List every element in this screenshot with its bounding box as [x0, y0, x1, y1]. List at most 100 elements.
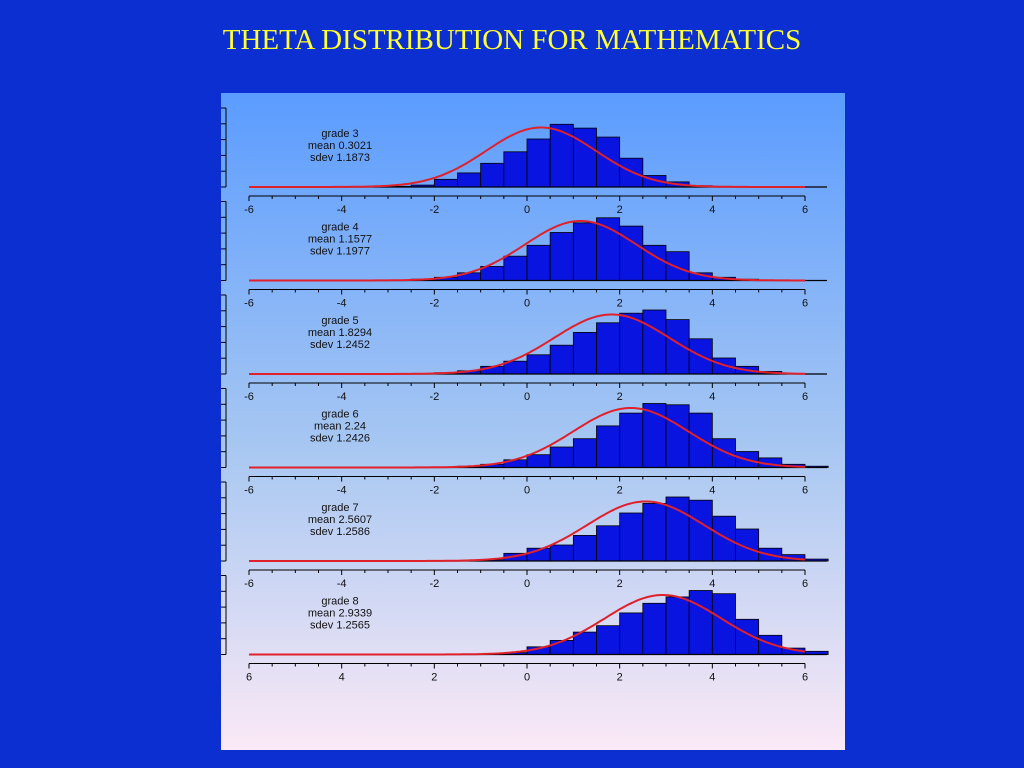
normal-curve — [249, 313, 805, 375]
x-tick-label: -4 — [337, 578, 347, 590]
histogram-bar — [596, 322, 621, 375]
histogram-bar — [665, 251, 690, 281]
histogram-bar — [457, 172, 482, 188]
histogram-bar — [758, 634, 783, 655]
x-tick-label: -6 — [244, 578, 254, 590]
x-tick-label: 6 — [802, 204, 808, 216]
mean-label: mean 0.3021 — [308, 140, 372, 152]
x-tick-label: -2 — [429, 204, 439, 216]
x-tick-label: 6 — [802, 672, 808, 684]
x-tick-label: 4 — [709, 672, 715, 684]
normal-curve — [249, 500, 806, 562]
x-tick-label: 6 — [246, 672, 252, 684]
histogram-bar — [549, 544, 574, 562]
histogram-bar — [503, 255, 528, 281]
histogram-bar — [642, 602, 667, 655]
histogram-bar — [642, 309, 667, 375]
histogram-bar — [596, 136, 621, 188]
x-tick-label: 2 — [617, 204, 623, 216]
x-tick-label: -2 — [429, 391, 439, 403]
histogram-bar — [549, 232, 574, 281]
histogram-bar — [711, 438, 736, 468]
histogram-bar — [619, 412, 644, 468]
x-tick-label: 0 — [524, 391, 530, 403]
histogram-bar — [572, 438, 597, 468]
histogram-bar — [549, 446, 574, 468]
histogram-bar — [572, 331, 597, 375]
histogram-bar — [642, 502, 667, 562]
histogram-bar — [526, 354, 551, 375]
histogram-bar — [688, 412, 713, 468]
histogram-bar — [503, 151, 528, 188]
histogram-bar — [526, 244, 551, 281]
histogram-bar — [665, 596, 690, 655]
normal-curve — [249, 126, 805, 188]
histogram-bar — [572, 222, 597, 281]
normal-curve — [249, 220, 805, 282]
histogram-bar — [549, 344, 574, 375]
x-tick-label: 2 — [617, 298, 623, 310]
x-tick-label: -6 — [244, 485, 254, 497]
x-tick-label: 4 — [709, 391, 715, 403]
histogram-bar — [711, 515, 736, 562]
histogram-bar — [619, 312, 644, 375]
histogram-bar — [665, 404, 690, 468]
histogram-bar — [526, 138, 551, 188]
histogram-bar — [596, 425, 621, 468]
x-tick-label: -4 — [337, 298, 347, 310]
histogram-bar — [619, 612, 644, 655]
histogram-bar — [688, 590, 713, 655]
x-tick-label: -2 — [429, 578, 439, 590]
mean-label: mean 1.8294 — [308, 327, 372, 339]
sdev-label: sdev 1.1873 — [310, 152, 370, 164]
mean-label: mean 2.9339 — [308, 608, 372, 620]
histogram-bar — [596, 625, 621, 655]
x-tick-label: 0 — [524, 204, 530, 216]
sdev-label: sdev 1.2586 — [310, 526, 370, 538]
x-tick-label: 4 — [709, 578, 715, 590]
x-tick-label: 4 — [339, 672, 345, 684]
mean-label: mean 2.24 — [314, 421, 366, 433]
x-tick-label: 2 — [617, 485, 623, 497]
histogram-bar — [549, 123, 574, 188]
x-tick-label: -4 — [337, 485, 347, 497]
grade-label: grade 3 — [321, 128, 358, 140]
x-tick-label: -2 — [429, 485, 439, 497]
normal-curve — [249, 407, 806, 469]
x-tick-label: 2 — [617, 578, 623, 590]
grade-label: grade 5 — [321, 315, 358, 327]
x-tick-label: 4 — [709, 485, 715, 497]
x-tick-label: 6 — [802, 578, 808, 590]
sdev-label: sdev 1.2565 — [310, 620, 370, 632]
x-tick-label: 6 — [802, 298, 808, 310]
grade-label: grade 6 — [321, 409, 358, 421]
sdev-label: sdev 1.2452 — [310, 339, 370, 351]
x-tick-label: 0 — [524, 485, 530, 497]
grade-label: grade 7 — [321, 502, 358, 514]
grade-label: grade 4 — [321, 222, 358, 234]
x-tick-label: 0 — [524, 298, 530, 310]
histogram-bar — [619, 512, 644, 562]
x-tick-label: 2 — [431, 672, 437, 684]
histogram-bar — [549, 640, 574, 655]
grade-label: grade 8 — [321, 596, 358, 608]
x-tick-label: 2 — [617, 391, 623, 403]
x-tick-label: -6 — [244, 204, 254, 216]
normal-curve — [249, 594, 806, 656]
histogram-bar — [526, 454, 551, 468]
x-tick-label: 6 — [802, 391, 808, 403]
x-tick-label: -4 — [337, 204, 347, 216]
histogram-figure: -6 -4 -2 0 2 4 6 grade 3 mean 0.3021 sdev 1.1873 -… — [221, 93, 845, 750]
histogram-bar — [688, 499, 713, 562]
x-tick-label: -2 — [429, 298, 439, 310]
x-tick-label: 2 — [617, 672, 623, 684]
x-tick-label: 4 — [709, 204, 715, 216]
x-tick-label: -6 — [244, 391, 254, 403]
x-tick-label: 4 — [709, 298, 715, 310]
histogram-bar — [480, 266, 505, 281]
mean-label: mean 1.1577 — [308, 234, 372, 246]
histogram-bar — [433, 178, 458, 188]
x-tick-label: 0 — [524, 672, 530, 684]
sdev-label: sdev 1.1977 — [310, 246, 370, 258]
